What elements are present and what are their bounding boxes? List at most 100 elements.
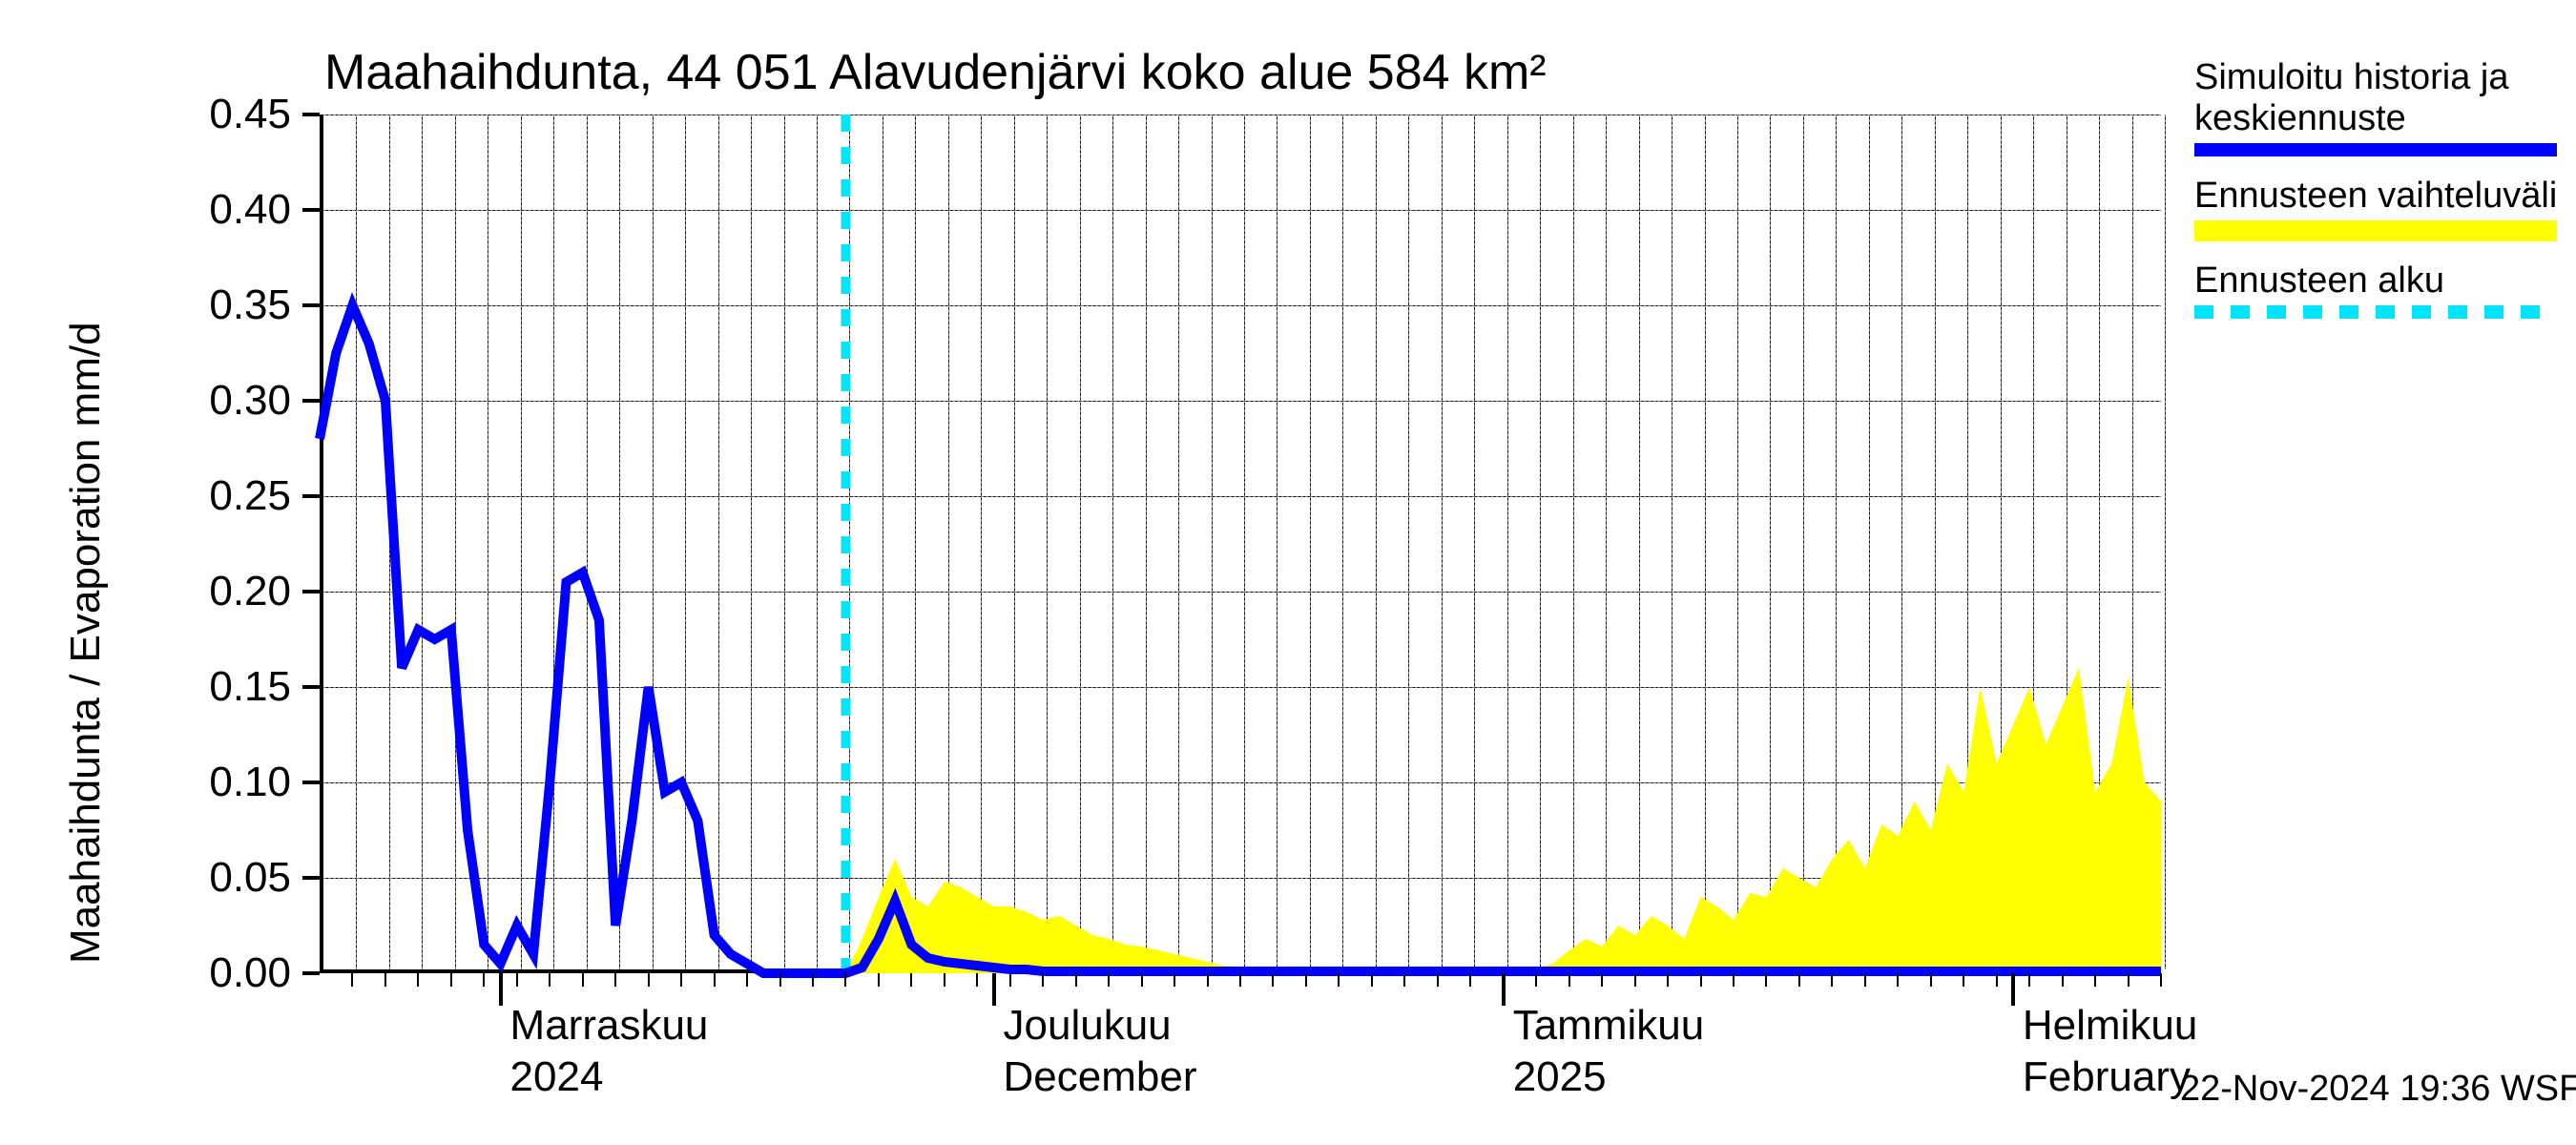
xtick-minor [450, 973, 452, 987]
chart-svg [0, 0, 2576, 1145]
xtick-minor [1042, 973, 1044, 987]
legend-label: keskiennuste [2194, 98, 2576, 139]
xtick-minor [1634, 973, 1636, 987]
xtick-minor [1864, 973, 1866, 987]
xtick-major [1502, 973, 1506, 1006]
xtick-minor [910, 973, 912, 987]
xtick-minor [1798, 973, 1800, 987]
xtick-minor [2128, 973, 2129, 987]
xtick-minor [1765, 973, 1767, 987]
ytick-label: 0.05 [177, 854, 291, 902]
ytick-label: 0.10 [177, 759, 291, 806]
xtick-minor [779, 973, 781, 987]
xtick-minor [648, 973, 650, 987]
ytick [302, 494, 320, 498]
xtick-label-year: December [1004, 1053, 1197, 1101]
xtick-minor [351, 973, 353, 987]
xtick-minor [1403, 973, 1405, 987]
xtick-minor [944, 973, 945, 987]
ytick-label: 0.20 [177, 568, 291, 615]
ytick [302, 399, 320, 403]
xtick-minor [1207, 973, 1209, 987]
xtick-minor [1141, 973, 1143, 987]
ytick [302, 590, 320, 593]
ytick [302, 971, 320, 975]
xtick-minor [1174, 973, 1175, 987]
legend: Simuloitu historia jakeskiennuste Ennuste… [2194, 57, 2576, 338]
xtick-minor [1437, 973, 1439, 987]
ytick-label: 0.00 [177, 949, 291, 997]
footer-timestamp: 22-Nov-2024 19:36 WSFS-O [2180, 1069, 2576, 1110]
xtick-label-month: Joulukuu [1004, 1002, 1172, 1050]
legend-label: Ennusteen alku [2194, 260, 2576, 302]
legend-entry: Ennusteen vaihteluväli [2194, 176, 2576, 241]
legend-swatch [2194, 143, 2557, 156]
xtick-minor [1897, 973, 1899, 987]
ytick [302, 781, 320, 784]
ytick-label: 0.25 [177, 472, 291, 520]
figure: Maahaihdunta / Evaporation mm/d Maahaihd… [0, 0, 2576, 1145]
xtick-minor [582, 973, 584, 987]
ytick-label: 0.45 [177, 91, 291, 138]
xtick-label-year: February [2023, 1053, 2191, 1101]
xtick-minor [1930, 973, 1932, 987]
legend-entry: Ennusteen alku [2194, 260, 2576, 319]
xtick-major [2011, 973, 2015, 1006]
xtick-minor [384, 973, 386, 987]
xtick-minor [1469, 973, 1471, 987]
xtick-minor [2094, 973, 2096, 987]
xtick-minor [549, 973, 551, 987]
xtick-minor [1338, 973, 1340, 987]
xtick-minor [2062, 973, 2064, 987]
ytick [302, 876, 320, 880]
xtick-major [992, 973, 996, 1006]
xtick-minor [483, 973, 485, 987]
legend-entry: Simuloitu historia jakeskiennuste [2194, 57, 2576, 156]
xtick-minor [614, 973, 616, 987]
ytick [302, 113, 320, 116]
xtick-minor [1667, 973, 1669, 987]
legend-swatch [2194, 305, 2557, 319]
xtick-minor [714, 973, 716, 987]
xtick-minor [417, 973, 419, 987]
xtick-label-month: Marraskuu [510, 1002, 709, 1050]
ytick-label: 0.30 [177, 377, 291, 425]
xtick-minor [844, 973, 846, 987]
xtick-minor [1831, 973, 1833, 987]
xtick-minor [1239, 973, 1241, 987]
xtick-minor [1568, 973, 1570, 987]
xtick-minor [1009, 973, 1011, 987]
xtick-label-year: 2025 [1513, 1053, 1607, 1101]
ytick-label: 0.40 [177, 186, 291, 234]
xtick-minor [1535, 973, 1537, 987]
xtick-label-month: Helmikuu [2023, 1002, 2197, 1050]
legend-label: Ennusteen vaihteluväli [2194, 176, 2576, 217]
forecast-band [845, 668, 2161, 973]
xtick-minor [1305, 973, 1307, 987]
ytick [302, 303, 320, 307]
xtick-minor [680, 973, 682, 987]
legend-label: Simuloitu historia ja [2194, 57, 2576, 98]
xtick-minor [1272, 973, 1274, 987]
xtick-minor [2028, 973, 2030, 987]
xtick-minor [1601, 973, 1603, 987]
xtick-minor [878, 973, 880, 987]
ytick-label: 0.35 [177, 281, 291, 329]
ytick-label: 0.15 [177, 663, 291, 711]
xtick-minor [812, 973, 814, 987]
xtick-minor [1075, 973, 1077, 987]
xtick-major [499, 973, 503, 1006]
xtick-minor [1963, 973, 1964, 987]
legend-swatch [2194, 220, 2557, 241]
xtick-label-year: 2024 [510, 1053, 604, 1101]
xtick-minor [1996, 973, 1998, 987]
ytick [302, 208, 320, 212]
xtick-label-month: Tammikuu [1513, 1002, 1705, 1050]
xtick-minor [1733, 973, 1735, 987]
xtick-minor [1108, 973, 1110, 987]
xtick-minor [1700, 973, 1702, 987]
xtick-minor [976, 973, 978, 987]
xtick-minor [1371, 973, 1373, 987]
xtick-minor [2160, 973, 2162, 987]
ytick [302, 685, 320, 689]
